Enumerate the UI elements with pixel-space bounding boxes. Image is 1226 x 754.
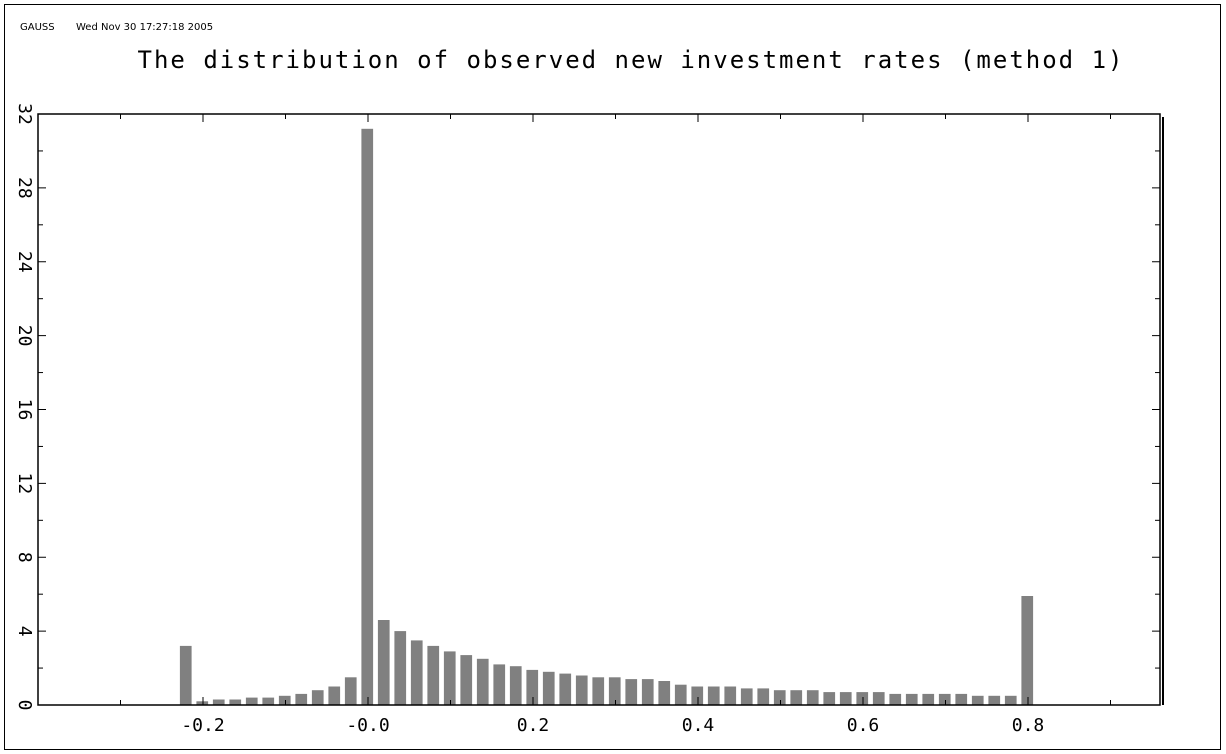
x-tick-label: 0.6 xyxy=(847,715,880,736)
histogram-bar xyxy=(295,693,308,705)
histogram-bar xyxy=(575,675,588,705)
histogram-bar xyxy=(427,645,440,705)
histogram-bar xyxy=(823,692,836,705)
histogram-bar xyxy=(625,679,638,705)
bars-group xyxy=(179,128,1034,706)
histogram-bar xyxy=(658,681,671,705)
y-tick-label: 24 xyxy=(14,251,35,273)
histogram-bar xyxy=(757,688,770,705)
plot-frame xyxy=(4,4,1221,750)
histogram-bar xyxy=(724,686,737,705)
y-tick-label: 12 xyxy=(14,473,35,495)
histogram-bar xyxy=(311,690,324,705)
x-tick-label: 0.2 xyxy=(517,715,550,736)
histogram-bar xyxy=(641,679,654,705)
histogram-bar xyxy=(493,664,506,705)
histogram-bar xyxy=(460,655,473,705)
y-tick-label: 8 xyxy=(14,552,35,563)
histogram-bar xyxy=(262,697,275,705)
x-tick-label: -0.0 xyxy=(346,715,389,736)
histogram-bar xyxy=(179,645,192,705)
histogram-bar xyxy=(905,693,918,705)
histogram-bar xyxy=(526,669,539,705)
histogram-bar xyxy=(476,658,489,705)
histogram-bar xyxy=(443,651,456,705)
histogram-bar xyxy=(394,631,407,705)
histogram-bar xyxy=(740,688,753,705)
histogram-bar xyxy=(212,699,225,705)
y-tick-label: 28 xyxy=(14,177,35,199)
histogram-bar xyxy=(410,640,423,705)
y-tick-label: 0 xyxy=(14,700,35,711)
timestamp: Wed Nov 30 17:27:18 2005 xyxy=(76,22,214,33)
histogram-bar xyxy=(559,673,572,705)
axes-box xyxy=(37,113,1161,706)
histogram-bar xyxy=(344,677,357,705)
x-tick-label: 0.4 xyxy=(682,715,715,736)
histogram-bar xyxy=(691,686,704,705)
histogram-bar xyxy=(988,695,1001,705)
histogram-bar xyxy=(328,686,341,705)
chart-title: The distribution of observed new investm… xyxy=(137,46,1125,74)
histogram-bar xyxy=(1021,596,1034,705)
histogram-bar xyxy=(839,692,852,705)
histogram-bar xyxy=(872,692,885,705)
histogram-bar xyxy=(971,695,984,705)
histogram-bar xyxy=(922,693,935,705)
histogram-bar xyxy=(509,666,522,705)
x-axis-ticks: -0.2 -0.0 0.2 0.4 0.6 0.8 xyxy=(37,114,1111,736)
histogram-bar xyxy=(955,693,968,705)
histogram-bar xyxy=(245,697,258,705)
program-name: GAUSS xyxy=(20,22,55,33)
histogram-bar xyxy=(361,128,374,706)
histogram-bar xyxy=(856,692,869,705)
y-axis-ticks: 0 4 8 12 16 20 24 28 32 xyxy=(14,103,1160,710)
histogram-bar xyxy=(377,620,390,705)
histogram-bar xyxy=(790,690,803,705)
x-tick-label: -0.2 xyxy=(181,715,224,736)
histogram-bar xyxy=(707,686,720,705)
histogram-bar xyxy=(542,671,555,705)
histogram-bar xyxy=(592,677,605,705)
y-tick-label: 4 xyxy=(14,626,35,637)
histogram-bar xyxy=(674,684,687,705)
histogram-bar xyxy=(608,677,621,705)
histogram-bar xyxy=(196,701,209,705)
histogram-bar xyxy=(938,693,951,705)
histogram-bar xyxy=(1004,695,1017,705)
histogram-bar xyxy=(889,693,902,705)
y-tick-label: 16 xyxy=(14,399,35,421)
y-tick-label: 32 xyxy=(14,103,35,125)
histogram-bar xyxy=(773,690,786,705)
y-tick-label: 20 xyxy=(14,325,35,347)
histogram-bar xyxy=(278,695,291,705)
x-tick-label: 0.8 xyxy=(1012,715,1045,736)
histogram-bar xyxy=(229,699,242,705)
axes-group xyxy=(37,113,1164,706)
histogram-bar xyxy=(806,690,819,705)
